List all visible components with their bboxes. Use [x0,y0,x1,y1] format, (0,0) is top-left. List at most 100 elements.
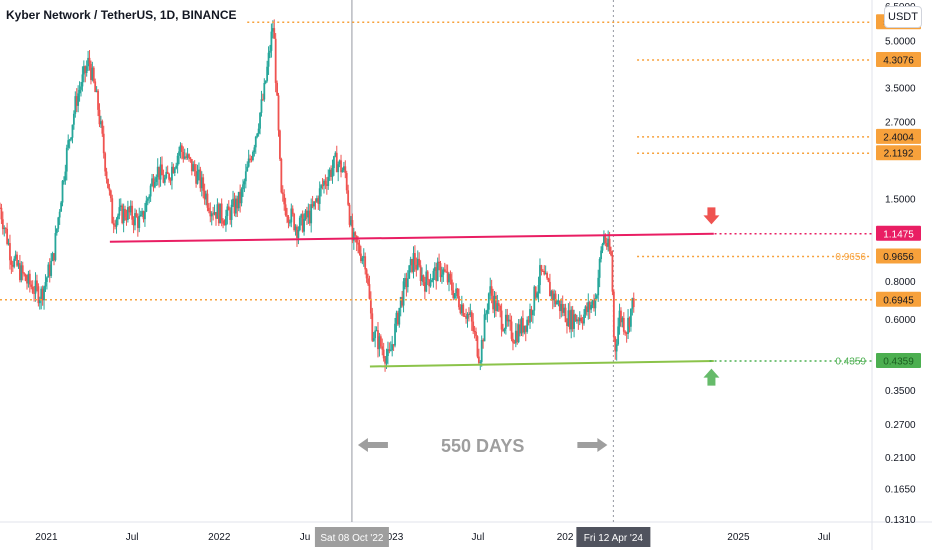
candle-body [621,317,624,323]
candle-body [300,214,303,218]
candle-body [516,330,519,342]
candle-body [43,286,45,301]
candle-body [382,349,385,359]
candle-body [169,179,172,181]
candle-body [510,321,513,339]
candle-body [446,271,449,283]
candle-body [469,312,472,315]
candle-body [348,204,351,225]
candle-body [495,295,497,311]
candle-body [306,210,308,218]
candle-body [361,257,364,262]
candle-body [388,349,391,352]
candle-body [452,290,455,299]
candle-body [85,66,88,73]
candle-body [455,288,458,294]
candle-body [470,312,473,322]
candle-body [72,113,75,125]
candle-body [222,220,224,224]
candle-body [99,121,102,125]
candle-body [307,210,310,218]
candle-body [365,269,368,279]
candle-body [92,67,95,82]
candle-body [337,164,340,173]
y-tick-label: 2.7000 [885,117,916,128]
x-tick-label: 202 [557,532,574,543]
candle-body [153,181,156,188]
candle-body [294,226,297,231]
candle-body [554,293,557,305]
candle-body [514,330,517,344]
candle-body [111,198,114,224]
candle-body [441,274,443,278]
candle-body [21,265,24,274]
candle-body [468,314,470,316]
candle-body [200,177,203,189]
candle-body [581,321,584,324]
candle-body [236,198,239,209]
candle-body [102,133,105,154]
candle-body [477,356,480,363]
candle-body [335,152,338,173]
y-tick-label: 0.6000 [885,315,916,326]
candle-body [283,194,286,205]
candle-body [611,255,614,292]
candle-body [88,57,91,64]
candle-body [338,160,341,165]
candle-body [323,180,325,186]
price-level-inline-label: 0.4359 [835,356,866,367]
candle-body [533,286,536,311]
candle-body [114,225,116,227]
price-level-badge [876,145,921,161]
candle-body [421,275,423,281]
candle-body [141,211,143,215]
candle-body [604,235,607,243]
candle-body [618,310,621,327]
candle-body [226,206,229,217]
x-tick-label: Jul [818,532,831,543]
candle-body [617,326,620,345]
candle-body [509,319,512,322]
candle-body [512,338,514,343]
candle-body [426,271,429,280]
candle-body [590,304,593,310]
candle-body [3,227,6,230]
candle-body [534,286,537,298]
candle-body [325,184,328,186]
candle-body [286,215,288,217]
candle-body [287,216,290,223]
candle-body [257,128,260,134]
currency-button[interactable]: USDT [884,6,922,28]
candle-body [118,207,121,216]
candle-body [608,238,611,252]
candle-body [502,329,504,332]
candle-body [58,211,61,218]
candle-body [54,233,57,261]
candle-body [622,317,625,332]
crosshair-date-label: Fri 12 Apr '24 [584,533,644,544]
candle-body [539,265,541,286]
candle-body [81,74,84,87]
candle-body [7,243,10,245]
candle-body [550,291,553,297]
candle-body [371,313,374,341]
candle-body [391,344,394,351]
y-tick-label: 0.3500 [885,386,916,397]
candle-body [205,193,207,200]
candle-body [445,271,448,273]
y-tick-label: 0.1650 [885,485,916,496]
candle-body [91,67,94,80]
candle-body [595,295,598,299]
candle-body [148,196,151,199]
candle-body [584,306,587,315]
candle-body [159,164,162,180]
candle-body [463,315,466,317]
candle-body [240,189,243,204]
candle-body [193,164,196,172]
candle-body [115,219,118,227]
candle-body [168,173,170,180]
candle-body [578,317,581,322]
candle-body [1,219,4,230]
candle-body [138,215,141,228]
